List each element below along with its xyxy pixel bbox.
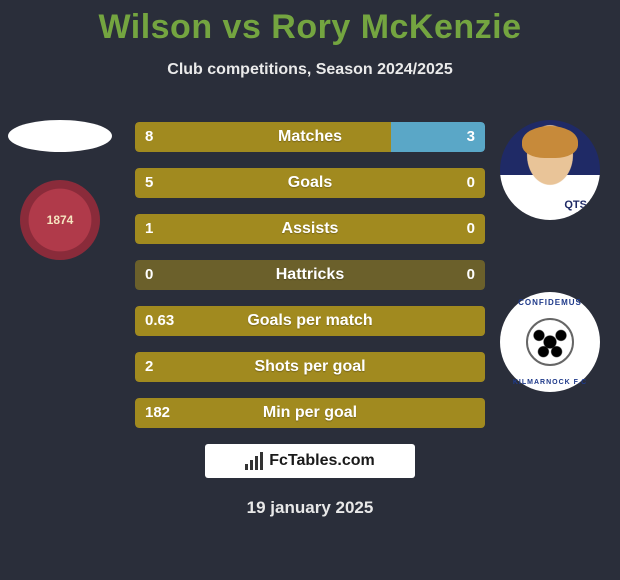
stat-label: Matches xyxy=(135,122,485,152)
page-subtitle: Club competitions, Season 2024/2025 xyxy=(0,61,620,79)
stat-value-right: 0 xyxy=(467,260,475,290)
stat-label: Goals xyxy=(135,168,485,198)
player-left-photo xyxy=(8,120,112,152)
soccer-ball-icon xyxy=(526,318,574,366)
club-crest-right: CONFIDEMUS KILMARNOCK F.C xyxy=(500,292,600,392)
stat-row: 8Matches3 xyxy=(135,122,485,152)
stat-row: 182Min per goal xyxy=(135,398,485,428)
stat-value-right: 3 xyxy=(467,122,475,152)
stat-row: 5Goals0 xyxy=(135,168,485,198)
stat-row: 2Shots per goal xyxy=(135,352,485,382)
stat-value-right: 0 xyxy=(467,168,475,198)
stat-value-right: 0 xyxy=(467,214,475,244)
stat-row: 1Assists0 xyxy=(135,214,485,244)
stat-row: 0.63Goals per match xyxy=(135,306,485,336)
player-right-photo xyxy=(500,120,600,220)
stat-bars: 8Matches35Goals01Assists00Hattricks00.63… xyxy=(135,122,485,444)
stat-label: Shots per goal xyxy=(135,352,485,382)
stat-label: Assists xyxy=(135,214,485,244)
logo-bars-icon xyxy=(245,452,263,470)
fctables-logo: FcTables.com xyxy=(205,444,415,478)
crest-right-bottom-text: KILMARNOCK F.C xyxy=(513,379,587,386)
page-title: Wilson vs Rory McKenzie xyxy=(0,0,620,47)
stat-row: 0Hattricks0 xyxy=(135,260,485,290)
comparison-date: 19 january 2025 xyxy=(0,498,620,518)
stat-label: Hattricks xyxy=(135,260,485,290)
logo-text: FcTables.com xyxy=(269,452,375,470)
club-crest-left xyxy=(20,180,100,260)
stat-label: Goals per match xyxy=(135,306,485,336)
stat-label: Min per goal xyxy=(135,398,485,428)
crest-right-top-text: CONFIDEMUS xyxy=(518,298,582,307)
